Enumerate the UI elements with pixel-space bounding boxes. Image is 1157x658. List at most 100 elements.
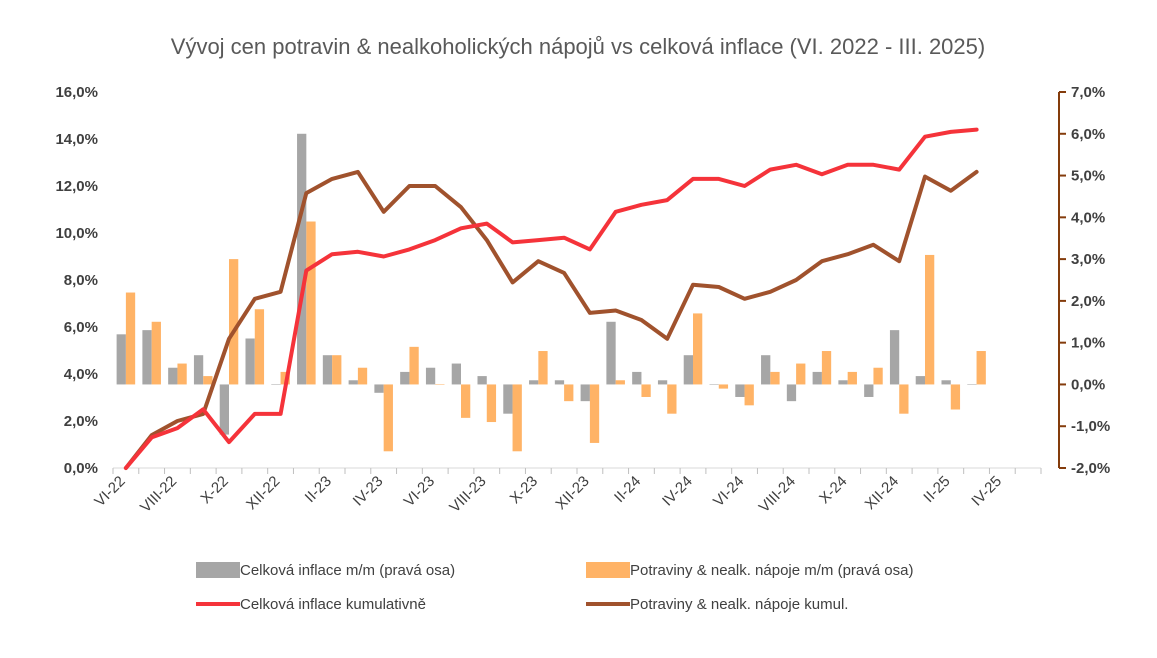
bar-total-mm [374, 384, 384, 393]
legend-swatch [196, 562, 240, 578]
bar-total-mm [709, 384, 719, 385]
bar-total-mm [606, 321, 616, 385]
bar-total-mm [400, 371, 410, 385]
x-tick-label: VIII-24 [756, 473, 799, 516]
bar-total-mm [168, 367, 178, 385]
bar-food-mm [332, 355, 342, 385]
x-tick-label: IV-25 [968, 473, 1005, 510]
bar-total-mm [271, 384, 281, 385]
bar-total-mm [838, 380, 848, 385]
bar-food-mm [177, 363, 187, 385]
bar-food-mm [744, 384, 754, 406]
bar-food-mm [306, 221, 316, 385]
left-tick-label: 2,0% [64, 413, 98, 430]
bar-food-mm [873, 367, 883, 385]
x-axis: VI-22 VIII-22 X-22 XII-22 II-23 IV-23 VI-23 VII… [91, 467, 1042, 516]
bar-total-mm [761, 355, 771, 385]
left-tick-label: 6,0% [64, 319, 98, 336]
x-tick-label: XII-24 [862, 473, 902, 513]
bar-food-mm [486, 384, 497, 423]
left-axis: 0,0% 2,0% 4,0% 6,0% 8,0% 10,0% 12,0% 14,0% 16,0% [55, 84, 98, 477]
right-tick-label: 3,0% [1071, 251, 1105, 268]
x-tick-label: II-24 [611, 473, 644, 506]
x-tick-label: IV-23 [350, 473, 387, 510]
bar-total-mm [219, 384, 229, 435]
bar-food-mm [667, 384, 677, 414]
bar-total-mm [889, 330, 900, 385]
right-tick-label: 6,0% [1071, 126, 1105, 143]
bars [116, 133, 986, 452]
x-tick-label: VIII-22 [137, 473, 180, 516]
bar-total-mm [554, 380, 565, 385]
legend-label: Potraviny & nealk. nápoje m/m (pravá osa… [630, 562, 913, 579]
right-tick-label: 4,0% [1071, 209, 1105, 226]
right-tick-label: -1,0% [1071, 418, 1110, 435]
left-tick-label: 4,0% [64, 366, 98, 383]
right-tick-label: 0,0% [1071, 376, 1105, 393]
bar-total-mm [116, 334, 126, 385]
bar-food-mm [976, 351, 986, 385]
bar-food-mm [925, 254, 935, 385]
bar-food-mm [693, 313, 703, 385]
left-tick-label: 10,0% [55, 225, 98, 242]
bar-food-mm [950, 384, 961, 410]
right-tick-label: 7,0% [1071, 84, 1105, 101]
bar-total-mm [142, 330, 152, 385]
bar-food-mm [770, 371, 780, 385]
right-tick-label: -2,0% [1071, 460, 1110, 477]
bar-food-mm [435, 384, 445, 385]
x-tick-label: II-25 [920, 473, 953, 506]
bar-food-mm [821, 351, 832, 385]
x-tick-label: XII-23 [552, 473, 592, 513]
bar-total-mm [193, 355, 204, 385]
lines [123, 127, 979, 470]
bar-food-mm [409, 346, 419, 385]
x-tick-label: X-24 [816, 473, 850, 507]
bar-total-mm [245, 338, 255, 385]
x-tick-label: VI-23 [401, 473, 438, 510]
line-total-cumulative [123, 127, 979, 470]
bar-total-mm [657, 380, 668, 385]
legend: Celková inflace m/m (pravá osa) Potraviny… [196, 562, 913, 613]
bar-total-mm [915, 376, 925, 385]
left-tick-label: 16,0% [55, 84, 98, 101]
x-tick-label: VIII-23 [446, 473, 489, 516]
bar-total-mm [812, 371, 822, 385]
right-tick-label: 2,0% [1071, 293, 1105, 310]
bar-total-mm [477, 376, 487, 385]
bar-total-mm [348, 380, 358, 385]
bar-total-mm [735, 384, 745, 397]
bar-total-mm [503, 384, 513, 414]
bar-food-mm [899, 384, 909, 414]
bar-total-mm [322, 355, 333, 385]
bar-total-mm [967, 384, 977, 385]
legend-label: Potraviny & nealk. nápoje kumul. [630, 596, 848, 613]
bar-food-mm [718, 384, 729, 389]
bar-total-mm [864, 384, 874, 397]
bar-total-mm [632, 371, 642, 385]
right-tick-label: 5,0% [1071, 168, 1105, 185]
bar-total-mm [786, 384, 797, 402]
bar-food-mm [383, 384, 393, 452]
left-tick-label: 14,0% [55, 131, 98, 148]
bar-total-mm [425, 367, 436, 385]
bar-food-mm [589, 384, 600, 443]
bar-food-mm [615, 380, 625, 385]
x-tick-label: XII-22 [243, 473, 283, 513]
bar-food-mm [229, 259, 239, 385]
bar-total-mm [297, 133, 307, 385]
bar-food-mm [357, 367, 368, 385]
bar-food-mm [847, 371, 857, 385]
bar-total-mm [580, 384, 590, 402]
x-tick-label: X-23 [507, 473, 541, 507]
bar-food-mm [564, 384, 574, 402]
x-tick-label: VI-24 [710, 473, 747, 510]
bar-total-mm [529, 380, 539, 385]
bar-food-mm [151, 321, 161, 385]
right-axis: -2,0% -1,0% 0,0% 1,0% 2,0% 3,0% 4,0% 5,0% 6,0% 7,… [1058, 84, 1110, 477]
bar-total-mm [683, 355, 693, 385]
left-tick-label: 0,0% [64, 460, 98, 477]
right-tick-label: 1,0% [1071, 335, 1105, 352]
bar-food-mm [512, 384, 522, 452]
x-tick-label: VI-22 [91, 473, 128, 510]
